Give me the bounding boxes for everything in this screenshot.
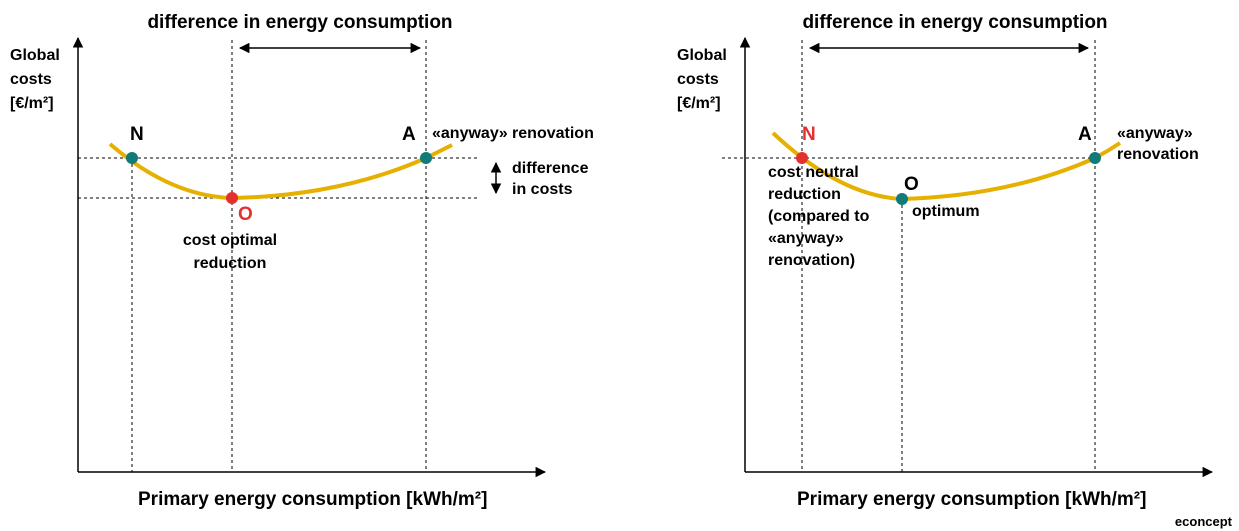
point-label: A bbox=[402, 124, 416, 145]
cost-curve bbox=[108, 142, 453, 201]
a-label: renovation bbox=[1117, 146, 1199, 163]
o-label: cost optimal bbox=[183, 232, 277, 249]
guide-lines bbox=[78, 40, 480, 472]
guide-lines bbox=[722, 40, 1096, 472]
point-n bbox=[126, 152, 138, 164]
n-label: (compared to bbox=[768, 208, 870, 225]
n-label: renovation) bbox=[768, 252, 855, 269]
point-o bbox=[226, 192, 238, 204]
y-label: [€/m²] bbox=[677, 95, 721, 112]
n-label: «anyway» bbox=[768, 230, 844, 247]
point-a bbox=[420, 152, 432, 164]
point-o bbox=[896, 193, 908, 205]
point-label: O bbox=[238, 204, 253, 225]
point-label: A bbox=[1078, 124, 1092, 145]
title: difference in energy consumption bbox=[147, 12, 452, 33]
x-label: Primary energy consumption [kWh/m²] bbox=[797, 489, 1146, 510]
y-label: costs bbox=[10, 71, 52, 88]
point-a bbox=[1089, 152, 1101, 164]
right-panel: difference in energy consumption Global … bbox=[677, 12, 1214, 510]
point-label: O bbox=[904, 174, 919, 195]
a-label: «anyway» bbox=[1117, 125, 1193, 142]
o-label: reduction bbox=[194, 255, 267, 272]
cost-label: in costs bbox=[512, 181, 573, 198]
footer: econcept bbox=[1175, 514, 1233, 529]
n-label: cost neutral bbox=[768, 164, 859, 181]
y-label: Global bbox=[10, 47, 60, 64]
y-label: [€/m²] bbox=[10, 95, 54, 112]
x-label: Primary energy consumption [kWh/m²] bbox=[138, 489, 487, 510]
cost-curve bbox=[771, 131, 1122, 202]
o-label: optimum bbox=[912, 203, 980, 220]
n-label: reduction bbox=[768, 186, 841, 203]
title: difference in energy consumption bbox=[802, 12, 1107, 33]
point-label: N bbox=[802, 124, 816, 145]
a-label: «anyway» renovation bbox=[432, 125, 594, 142]
cost-label: difference bbox=[512, 160, 589, 177]
point-label: N bbox=[130, 124, 144, 145]
point-n bbox=[796, 152, 808, 164]
y-label: Global bbox=[677, 47, 727, 64]
left-panel: difference in energy consumption Global … bbox=[10, 12, 594, 510]
y-label: costs bbox=[677, 71, 719, 88]
